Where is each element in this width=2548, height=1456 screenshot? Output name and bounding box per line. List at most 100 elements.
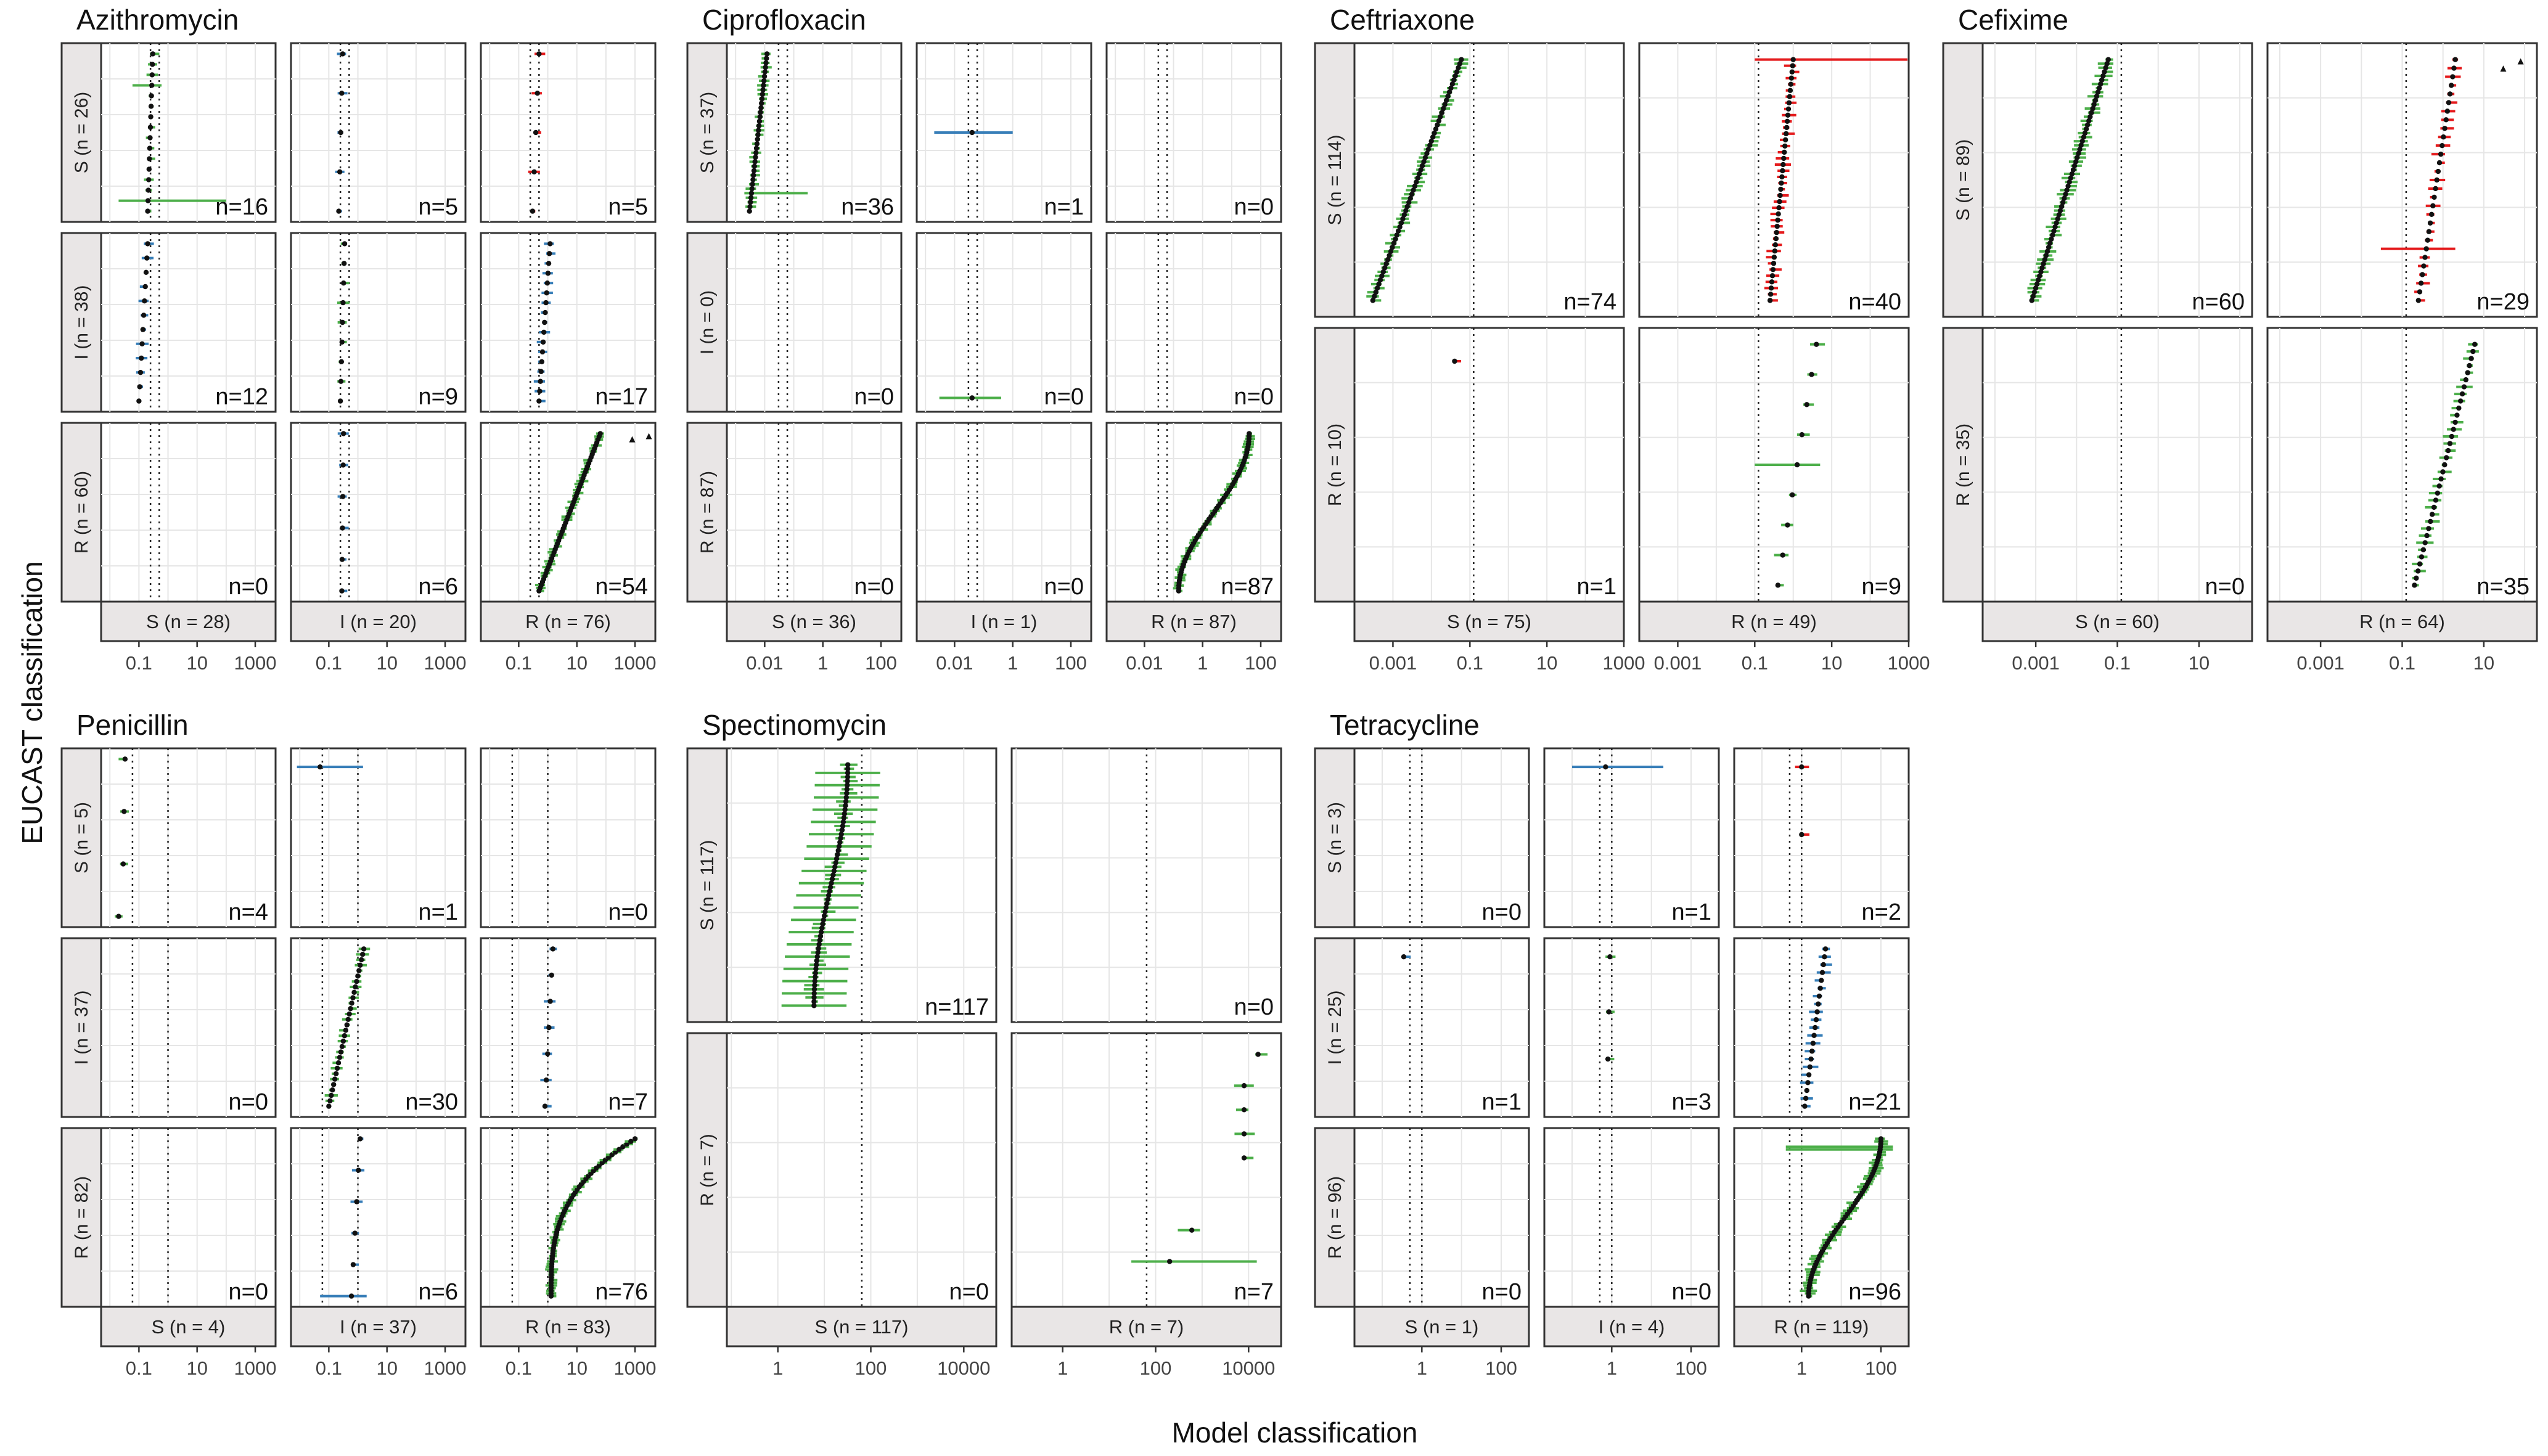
- data-point: [1803, 1095, 1809, 1102]
- data-point: [845, 770, 851, 776]
- col-strip-label: S (n = 60): [2075, 611, 2160, 632]
- data-points: [2027, 57, 2113, 303]
- col-strip-label: S (n = 36): [772, 611, 856, 632]
- col-strip-label: S (n = 4): [152, 1316, 226, 1338]
- panel: n=21: [1733, 937, 1910, 1118]
- data-point: [764, 51, 770, 57]
- data-point: [1768, 285, 1774, 291]
- data-point: [620, 1144, 626, 1150]
- data-point: [2057, 208, 2063, 213]
- data-point: [2031, 289, 2038, 295]
- count-label: n=0: [229, 1089, 268, 1115]
- data-point: [144, 255, 150, 261]
- col-strip-label: R (n = 7): [1109, 1316, 1184, 1338]
- data-point: [824, 901, 830, 907]
- data-point: [749, 186, 755, 192]
- count-label: n=0: [1044, 574, 1084, 600]
- data-point: [359, 957, 364, 963]
- x-tick-label: 1: [817, 652, 828, 674]
- data-point: [2090, 105, 2095, 112]
- data-point: [546, 251, 552, 256]
- x-tick-label: 100: [1140, 1357, 1172, 1379]
- data-point: [2094, 94, 2100, 99]
- row-strip-label: S (n = 89): [1953, 139, 1973, 221]
- data-point: [1376, 281, 1382, 287]
- data-point: [2427, 220, 2433, 226]
- data-point: [149, 83, 155, 88]
- data-point: [2452, 57, 2458, 62]
- data-point: [2062, 195, 2067, 202]
- data-point: [817, 938, 822, 943]
- chart-title: Spectinomycin: [702, 709, 887, 741]
- data-point: [2046, 245, 2052, 250]
- data-point: [1380, 269, 1387, 275]
- panel: n=30: [290, 937, 467, 1118]
- data-point: [2457, 398, 2464, 404]
- data-point: [838, 832, 844, 837]
- chart-spectinomycin: Spectinomycin S (n = 117) n=117 n=0 R (n = 7…: [686, 709, 1282, 1379]
- panel-frame: [480, 937, 657, 1118]
- data-point: [327, 1098, 333, 1104]
- data-point: [116, 914, 121, 919]
- data-point: [2443, 455, 2449, 460]
- data-point: [1427, 142, 1433, 148]
- count-label: n=54: [595, 574, 648, 600]
- data-points: [337, 241, 350, 404]
- data-point: [1814, 342, 1819, 347]
- chart-tetracycline: Tetracycline S (n = 3) n=0 n=1 n=2 I (n = 25)…: [1314, 709, 1910, 1379]
- col-strip: [480, 1306, 657, 1348]
- data-point: [146, 177, 152, 182]
- data-point: [1605, 1056, 1611, 1062]
- x-tick-label: 10: [2189, 652, 2210, 674]
- panel: n=0: [100, 937, 277, 1118]
- data-points: [1452, 358, 1461, 364]
- data-point: [352, 1230, 358, 1236]
- data-point: [340, 51, 346, 57]
- data-point: [762, 69, 768, 75]
- data-point: [1776, 211, 1781, 217]
- col-strip: [1981, 600, 2253, 642]
- data-point: [1432, 130, 1437, 136]
- count-label: n=36: [841, 194, 894, 220]
- data-point: [2422, 255, 2428, 260]
- data-point: [841, 815, 847, 820]
- data-point: [1411, 187, 1416, 193]
- panel: n=117: [726, 747, 997, 1023]
- data-point: [830, 872, 836, 878]
- data-point: [2091, 102, 2097, 107]
- data-point: [1442, 102, 1448, 107]
- data-point: [139, 341, 145, 346]
- row-strip-label: R (n = 35): [1953, 423, 1973, 506]
- col-strip-label: R (n = 76): [525, 611, 611, 632]
- x-tick-label: 0.1: [506, 652, 532, 674]
- panel: n=0: [1353, 747, 1530, 928]
- data-points: [297, 764, 363, 770]
- data-point: [344, 1022, 350, 1028]
- data-point: [1373, 289, 1378, 295]
- data-point: [1783, 131, 1789, 137]
- panel-frame: [290, 747, 467, 928]
- panel: n=3: [1543, 937, 1720, 1118]
- x-tick-label: 10000: [1222, 1357, 1275, 1379]
- data-point: [1787, 88, 1793, 93]
- x-tick-label: 0.1: [1742, 652, 1768, 674]
- data-point: [2076, 150, 2081, 157]
- row-strip-label: I (n = 37): [72, 991, 92, 1065]
- data-point: [1774, 229, 1779, 235]
- data-point: [2425, 237, 2430, 243]
- row-strip-label: R (n = 96): [1325, 1176, 1345, 1259]
- data-point: [1787, 94, 1793, 99]
- data-points: [1401, 954, 1411, 960]
- data-point: [1810, 1041, 1816, 1046]
- panel: n=0: [1353, 1127, 1530, 1308]
- data-point: [2102, 69, 2107, 75]
- data-point: [545, 271, 551, 276]
- data-point: [753, 154, 758, 160]
- x-tick-label: 100: [1055, 652, 1087, 674]
- col-strip: [2266, 600, 2538, 642]
- row-strip-label: S (n = 114): [1325, 134, 1345, 225]
- data-point: [814, 954, 820, 960]
- data-point: [813, 966, 819, 971]
- panel-frame: [100, 232, 277, 413]
- data-point: [1433, 126, 1439, 132]
